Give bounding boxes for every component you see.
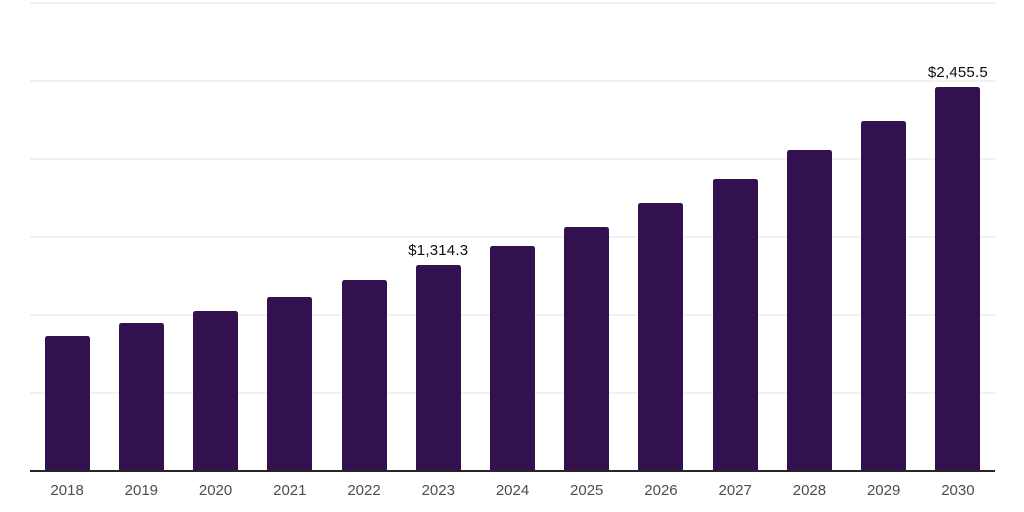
x-axis-label-2030: 2030 xyxy=(941,482,975,499)
x-axis-label-2021: 2021 xyxy=(273,482,307,499)
bar-2020[interactable] xyxy=(193,311,239,470)
bar-2019[interactable] xyxy=(118,323,164,470)
gridline-2500 xyxy=(30,80,995,82)
x-axis-label-2028: 2028 xyxy=(792,482,827,499)
x-axis-label-2020: 2020 xyxy=(198,482,233,499)
bar-2023[interactable] xyxy=(415,264,461,470)
bar-2025[interactable] xyxy=(564,226,610,470)
bar-2026[interactable] xyxy=(638,203,684,470)
gridline-3000 xyxy=(30,2,995,4)
bar-2022[interactable] xyxy=(341,280,387,470)
gridline-2000 xyxy=(30,158,995,161)
x-axis-label-2019: 2019 xyxy=(124,482,159,499)
x-axis-label-2022: 2022 xyxy=(347,482,381,499)
bar-2027[interactable] xyxy=(712,178,758,470)
bar-2018[interactable] xyxy=(44,335,90,470)
x-axis-label-2023: 2023 xyxy=(421,482,455,499)
x-axis-label-2025: 2025 xyxy=(570,482,604,499)
x-axis-label-2026: 2026 xyxy=(644,482,678,499)
x-axis-labels: 2018 2019 2020 2021 2022 2023 2024 2025 2026 2027… xyxy=(30,472,995,508)
x-axis-label-2027: 2027 xyxy=(718,482,752,499)
bar-value-label-2030: $2,455.5 xyxy=(927,63,988,81)
bar-2029[interactable] xyxy=(861,120,907,470)
gridline-1500 xyxy=(30,236,995,238)
bar-2030[interactable] xyxy=(935,86,981,470)
x-axis-label-2018: 2018 xyxy=(50,482,84,499)
x-axis-label-2029: 2029 xyxy=(866,482,901,499)
plot-area: $1,314.3 $2,455.5 xyxy=(30,2,995,472)
bar-2021[interactable] xyxy=(267,296,313,470)
bar-2024[interactable] xyxy=(490,246,535,470)
bar-value-label-2023: $1,314.3 xyxy=(408,241,469,259)
x-axis-label-2024: 2024 xyxy=(495,482,530,499)
bar-2028[interactable] xyxy=(786,149,832,470)
